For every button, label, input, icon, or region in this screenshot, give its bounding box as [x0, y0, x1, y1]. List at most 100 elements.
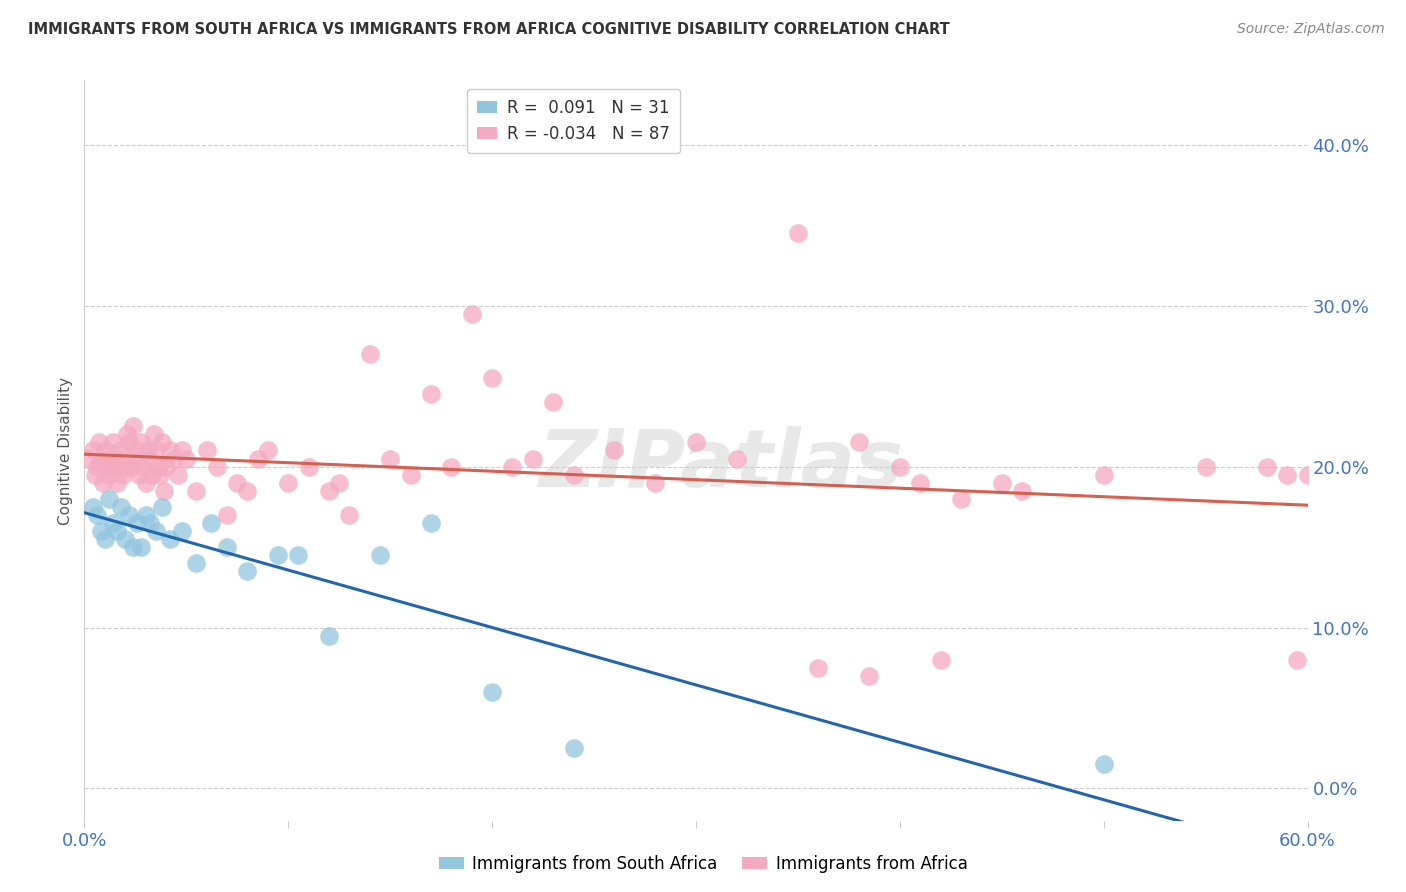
- Text: Source: ZipAtlas.com: Source: ZipAtlas.com: [1237, 22, 1385, 37]
- Point: [86, 508, 108, 522]
- Point: [217, 508, 239, 522]
- Point: [1296, 467, 1319, 482]
- Point: [205, 459, 228, 474]
- Point: [86, 459, 108, 474]
- Point: [90, 459, 112, 474]
- Point: [136, 443, 159, 458]
- Point: [172, 443, 194, 458]
- Point: [77, 451, 100, 466]
- Point: [163, 451, 186, 466]
- Point: [236, 564, 259, 578]
- Point: [105, 475, 128, 490]
- Point: [159, 532, 181, 546]
- Point: [93, 443, 115, 458]
- Point: [685, 435, 707, 450]
- Point: [122, 419, 145, 434]
- Point: [114, 532, 136, 546]
- Point: [118, 508, 141, 522]
- Point: [1256, 459, 1278, 474]
- Point: [114, 459, 136, 474]
- Point: [380, 451, 402, 466]
- Point: [502, 459, 524, 474]
- Point: [267, 548, 290, 562]
- Point: [359, 347, 381, 361]
- Point: [461, 307, 484, 321]
- Point: [440, 459, 463, 474]
- Point: [82, 443, 104, 458]
- Point: [112, 467, 135, 482]
- Point: [159, 443, 181, 458]
- Point: [328, 475, 350, 490]
- Point: [562, 467, 585, 482]
- Point: [149, 467, 172, 482]
- Y-axis label: Cognitive Disability: Cognitive Disability: [58, 376, 73, 524]
- Point: [172, 524, 194, 538]
- Point: [277, 475, 299, 490]
- Legend: Immigrants from South Africa, Immigrants from Africa: Immigrants from South Africa, Immigrants…: [432, 848, 974, 880]
- Point: [481, 371, 503, 385]
- Point: [318, 483, 340, 498]
- Point: [420, 387, 443, 401]
- Point: [848, 435, 870, 450]
- Point: [118, 435, 141, 450]
- Point: [226, 475, 249, 490]
- Point: [236, 483, 259, 498]
- Point: [101, 516, 124, 530]
- Point: [950, 491, 973, 506]
- Point: [131, 540, 153, 554]
- Point: [146, 459, 169, 474]
- Point: [257, 443, 280, 458]
- Point: [318, 628, 340, 642]
- Point: [87, 435, 110, 450]
- Point: [100, 459, 122, 474]
- Point: [186, 483, 208, 498]
- Point: [122, 540, 145, 554]
- Point: [145, 443, 167, 458]
- Point: [97, 467, 120, 482]
- Point: [195, 443, 218, 458]
- Point: [97, 491, 120, 506]
- Point: [246, 451, 269, 466]
- Point: [150, 500, 173, 514]
- Point: [858, 669, 880, 683]
- Point: [562, 741, 585, 756]
- Point: [339, 508, 361, 522]
- Point: [1286, 653, 1309, 667]
- Point: [101, 435, 124, 450]
- Point: [725, 451, 748, 466]
- Point: [1195, 459, 1218, 474]
- Point: [153, 483, 176, 498]
- Point: [108, 451, 131, 466]
- Point: [138, 451, 160, 466]
- Point: [1011, 483, 1033, 498]
- Point: [105, 524, 128, 538]
- Point: [82, 500, 104, 514]
- Point: [217, 540, 239, 554]
- Point: [1092, 757, 1115, 772]
- Point: [90, 524, 112, 538]
- Point: [644, 475, 666, 490]
- Point: [991, 475, 1014, 490]
- Point: [167, 467, 190, 482]
- Legend: R =  0.091   N = 31, R = -0.034   N = 87: R = 0.091 N = 31, R = -0.034 N = 87: [467, 88, 681, 153]
- Point: [131, 435, 153, 450]
- Point: [807, 661, 830, 675]
- Text: IMMIGRANTS FROM SOUTH AFRICA VS IMMIGRANTS FROM AFRICA COGNITIVE DISABILITY CORR: IMMIGRANTS FROM SOUTH AFRICA VS IMMIGRAN…: [28, 22, 950, 37]
- Point: [787, 226, 810, 240]
- Point: [481, 685, 503, 699]
- Point: [522, 451, 544, 466]
- Point: [115, 427, 138, 442]
- Point: [91, 475, 114, 490]
- Point: [1092, 467, 1115, 482]
- Point: [124, 443, 146, 458]
- Point: [174, 451, 197, 466]
- Point: [138, 516, 160, 530]
- Point: [910, 475, 932, 490]
- Text: ZIPatlas: ZIPatlas: [538, 426, 903, 504]
- Point: [287, 548, 309, 562]
- Point: [889, 459, 911, 474]
- Point: [104, 459, 127, 474]
- Point: [929, 653, 952, 667]
- Point: [543, 395, 565, 409]
- Point: [150, 435, 173, 450]
